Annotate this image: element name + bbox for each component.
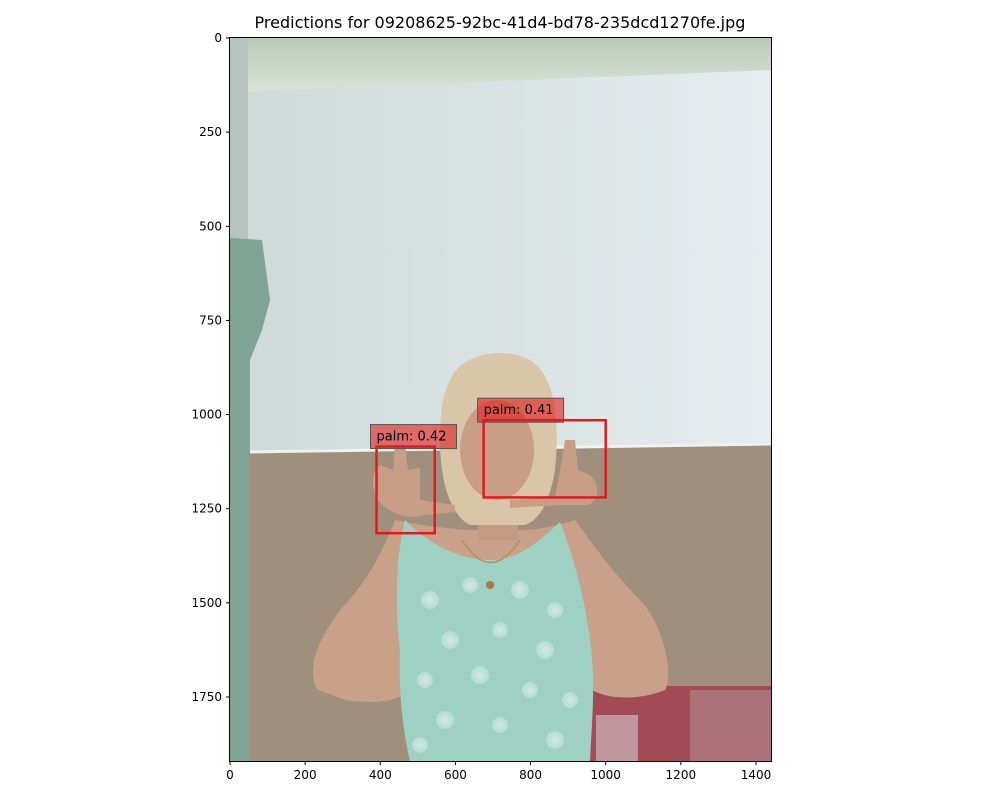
axes-frame (229, 37, 772, 762)
y-axis: 0 250 500 750 1000 1250 1500 1750 (191, 31, 230, 704)
x-tick-label: 0 (226, 768, 234, 782)
y-tick-label: 1250 (191, 502, 222, 516)
x-axis: 0 200 400 600 800 1000 1200 1400 (226, 761, 771, 782)
top-clothing (396, 520, 594, 761)
x-tick-label: 200 (294, 768, 317, 782)
y-tick-label: 1000 (191, 408, 222, 422)
x-tick-label: 600 (444, 768, 467, 782)
y-tick-label: 1500 (191, 596, 222, 610)
photo (230, 38, 771, 761)
detection-label-bg (477, 397, 565, 423)
y-tick-label: 1750 (191, 690, 222, 704)
detections: palm: 0.42 palm: 0.41 (370, 397, 607, 535)
x-tick-label: 1400 (741, 768, 772, 782)
left-hand (372, 445, 455, 517)
right-hand (510, 440, 598, 508)
x-tick-label: 1000 (590, 768, 621, 782)
face (460, 400, 534, 500)
y-tick-label: 500 (199, 219, 222, 233)
x-tick-label: 800 (519, 768, 542, 782)
plot-title: Predictions for 09208625-92bc-41d4-bd78-… (255, 13, 746, 32)
x-tick-label: 1200 (666, 768, 697, 782)
x-tick-label: 400 (369, 768, 392, 782)
detection-label-bg (370, 424, 458, 450)
y-tick-label: 0 (214, 31, 222, 45)
detection-label: palm: 0.42 (377, 430, 447, 445)
ceiling (230, 38, 771, 92)
curtain (230, 238, 270, 761)
detection-label: palm: 0.41 (484, 403, 554, 418)
y-tick-label: 250 (199, 125, 222, 139)
y-tick-label: 750 (199, 313, 222, 327)
